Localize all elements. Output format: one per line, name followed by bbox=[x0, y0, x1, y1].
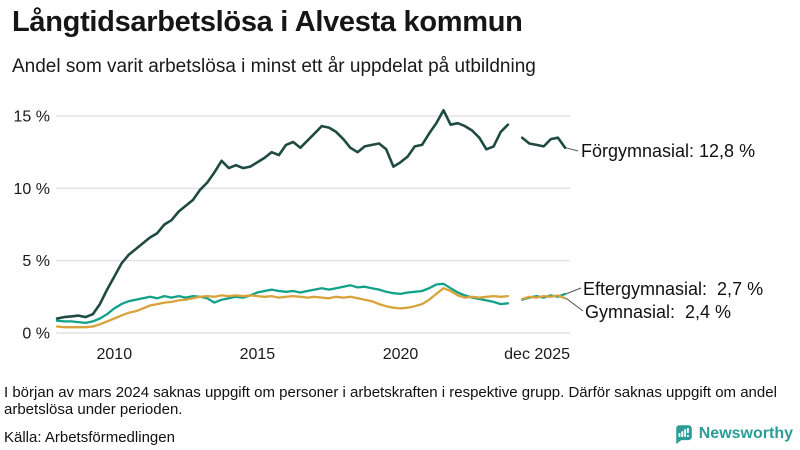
page-subtitle: Andel som varit arbetslösa i minst ett å… bbox=[12, 56, 536, 77]
y-tick-label: 0 % bbox=[22, 326, 50, 343]
source-credit: Källa: Arbetsförmedlingen bbox=[4, 429, 175, 446]
newsworthy-logo: Newsworthy bbox=[673, 423, 793, 444]
series-line-eftergymnasial bbox=[55, 282, 510, 325]
x-tick-label: 2010 bbox=[97, 346, 133, 363]
series-line-forgymnasial bbox=[55, 108, 510, 320]
series-end-label-forgymnasial: Förgymnasial: 12,8 % bbox=[581, 141, 756, 161]
series-line-gymnasial bbox=[521, 294, 567, 301]
y-tick-label: 15 % bbox=[14, 109, 50, 126]
series-line-forgymnasial bbox=[520, 136, 567, 150]
label-connector bbox=[565, 297, 584, 312]
series-end-label-eftergymnasial: Eftergymnasial: 2,7 % bbox=[583, 279, 764, 299]
y-tick-label: 5 % bbox=[22, 253, 50, 270]
series-end-label-gymnasial: Gymnasial: 2,4 % bbox=[585, 302, 732, 322]
label-connector bbox=[565, 147, 579, 152]
x-tick-label: 2020 bbox=[383, 346, 419, 363]
x-tick-label: dec 2025 bbox=[504, 346, 570, 363]
series-line-gymnasial bbox=[55, 287, 510, 329]
footnote: I början av mars 2024 saknas uppgift om … bbox=[4, 384, 777, 418]
label-connector bbox=[565, 287, 582, 295]
y-tick-label: 10 % bbox=[14, 181, 50, 198]
newsworthy-bubble-chart-icon bbox=[675, 425, 692, 444]
page-title: Långtidsarbetslösa i Alvesta kommun bbox=[12, 6, 523, 38]
newsworthy-wordmark: Newsworthy bbox=[698, 424, 793, 442]
x-tick-label: 2015 bbox=[240, 346, 276, 363]
